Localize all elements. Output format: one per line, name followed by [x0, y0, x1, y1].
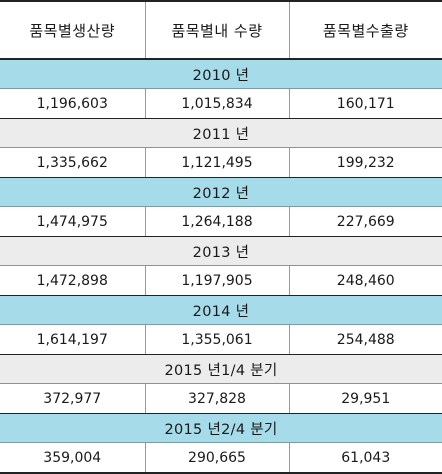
value-row-2015-q2: 359,004 290,665 61,043 — [0, 442, 442, 474]
period-row-2013: 2013 년 — [0, 236, 442, 266]
period-label: 2014 년 — [0, 295, 442, 325]
period-row-2010: 2010 년 — [0, 59, 442, 89]
production-value: 359,004 — [0, 442, 145, 474]
period-row-2011: 2011 년 — [0, 118, 442, 148]
header-production: 품목별생산량 — [0, 0, 145, 60]
header-export: 품목별수출량 — [288, 0, 442, 60]
period-label: 2012 년 — [0, 177, 442, 207]
domestic-value: 1,264,188 — [144, 206, 289, 237]
production-value: 1,335,662 — [0, 147, 145, 178]
domestic-value: 1,197,905 — [144, 265, 289, 296]
period-label: 2015 년1/4 분기 — [0, 354, 442, 384]
value-row-2015-q1: 372,977 327,828 29,951 — [0, 383, 442, 414]
production-value: 1,474,975 — [0, 206, 145, 237]
period-row-2015-q1: 2015 년1/4 분기 — [0, 354, 442, 384]
period-row-2014: 2014 년 — [0, 295, 442, 325]
export-value: 227,669 — [288, 206, 442, 237]
period-label: 2015 년2/4 분기 — [0, 413, 442, 443]
domestic-value: 1,121,495 — [144, 147, 289, 178]
value-row-2012: 1,474,975 1,264,188 227,669 — [0, 206, 442, 237]
domestic-value: 1,015,834 — [144, 88, 289, 119]
export-value: 61,043 — [288, 442, 442, 474]
export-value: 248,460 — [288, 265, 442, 296]
value-row-2014: 1,614,197 1,355,061 254,488 — [0, 324, 442, 355]
period-row-2015-q2: 2015 년2/4 분기 — [0, 413, 442, 443]
domestic-value: 1,355,061 — [144, 324, 289, 355]
domestic-value: 327,828 — [144, 383, 289, 414]
production-value: 372,977 — [0, 383, 145, 414]
export-value: 160,171 — [288, 88, 442, 119]
value-row-2013: 1,472,898 1,197,905 248,460 — [0, 265, 442, 296]
period-label: 2011 년 — [0, 118, 442, 148]
production-value: 1,614,197 — [0, 324, 145, 355]
production-value: 1,196,603 — [0, 88, 145, 119]
export-value: 29,951 — [288, 383, 442, 414]
period-row-2012: 2012 년 — [0, 177, 442, 207]
period-label: 2010 년 — [0, 59, 442, 89]
header-domestic: 품목별내 수량 — [144, 0, 289, 60]
value-row-2011: 1,335,662 1,121,495 199,232 — [0, 147, 442, 178]
domestic-value: 290,665 — [144, 442, 289, 474]
value-row-2010: 1,196,603 1,015,834 160,171 — [0, 88, 442, 119]
export-value: 199,232 — [288, 147, 442, 178]
production-value: 1,472,898 — [0, 265, 145, 296]
header-row: 품목별생산량 품목별내 수량 품목별수출량 — [0, 0, 442, 60]
export-value: 254,488 — [288, 324, 442, 355]
period-label: 2013 년 — [0, 236, 442, 266]
